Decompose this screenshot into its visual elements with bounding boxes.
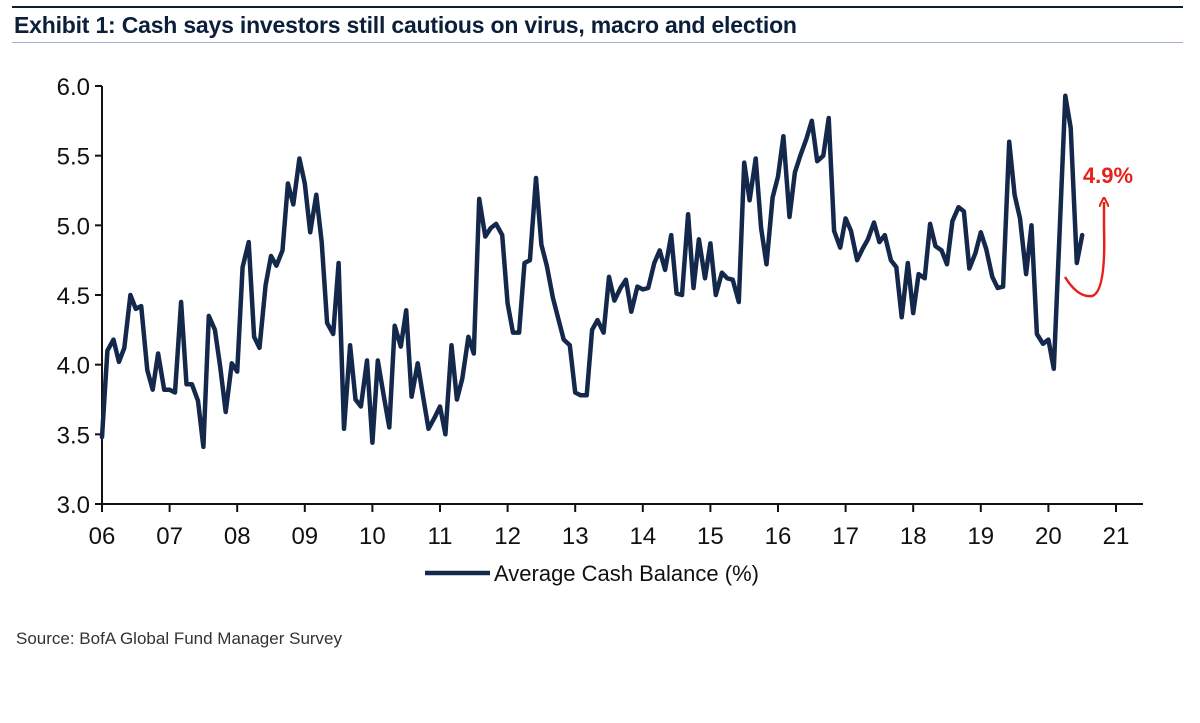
x-tick-label: 11 <box>428 523 453 550</box>
y-tick-label: 3.0 <box>57 492 90 519</box>
x-tick-label: 08 <box>224 523 251 550</box>
x-tick-label: 21 <box>1103 523 1130 550</box>
x-tick-label: 20 <box>1035 523 1062 550</box>
top-rule <box>12 6 1183 8</box>
y-tick-label: 4.0 <box>57 353 90 380</box>
annotation: 4.9% <box>1063 163 1133 298</box>
annotation-label: 4.9% <box>1083 163 1133 188</box>
x-ticks: 06 07 08 09 10 11 12 13 14 15 16 17 18 19 20 21 <box>89 504 1130 550</box>
series-line-average-cash-balance <box>99 93 1085 450</box>
y-tick-label: 4.5 <box>57 283 90 310</box>
page-title: Exhibit 1: Cash says investors still cau… <box>14 12 797 38</box>
x-tick-label: 14 <box>629 523 656 550</box>
source-note: Source: BofA Global Fund Manager Survey <box>16 629 343 648</box>
x-tick-label: 07 <box>156 523 183 550</box>
x-tick-label: 16 <box>765 523 792 550</box>
y-tick-label: 6.0 <box>57 74 90 101</box>
x-tick-label: 09 <box>291 523 318 550</box>
x-tick-label: 12 <box>494 523 521 550</box>
axes <box>101 86 1143 505</box>
title-rule <box>12 42 1183 43</box>
y-tick-label: 3.5 <box>57 422 90 449</box>
y-tick-label: 5.0 <box>57 213 90 240</box>
x-tick-label: 13 <box>562 523 589 550</box>
x-tick-label: 17 <box>832 523 859 550</box>
y-tick-label: 5.5 <box>57 144 90 171</box>
legend: Average Cash Balance (%) <box>425 561 759 586</box>
x-tick-label: 10 <box>359 523 386 550</box>
x-tick-label: 15 <box>697 523 724 550</box>
x-tick-label: 06 <box>89 523 116 550</box>
x-tick-label: 19 <box>967 523 994 550</box>
x-tick-label: 18 <box>900 523 927 550</box>
y-ticks: 3.0 3.5 4.0 4.5 5.0 5.5 6.0 <box>57 74 102 519</box>
annotation-arrow <box>1063 202 1104 298</box>
legend-label: Average Cash Balance (%) <box>494 561 759 586</box>
